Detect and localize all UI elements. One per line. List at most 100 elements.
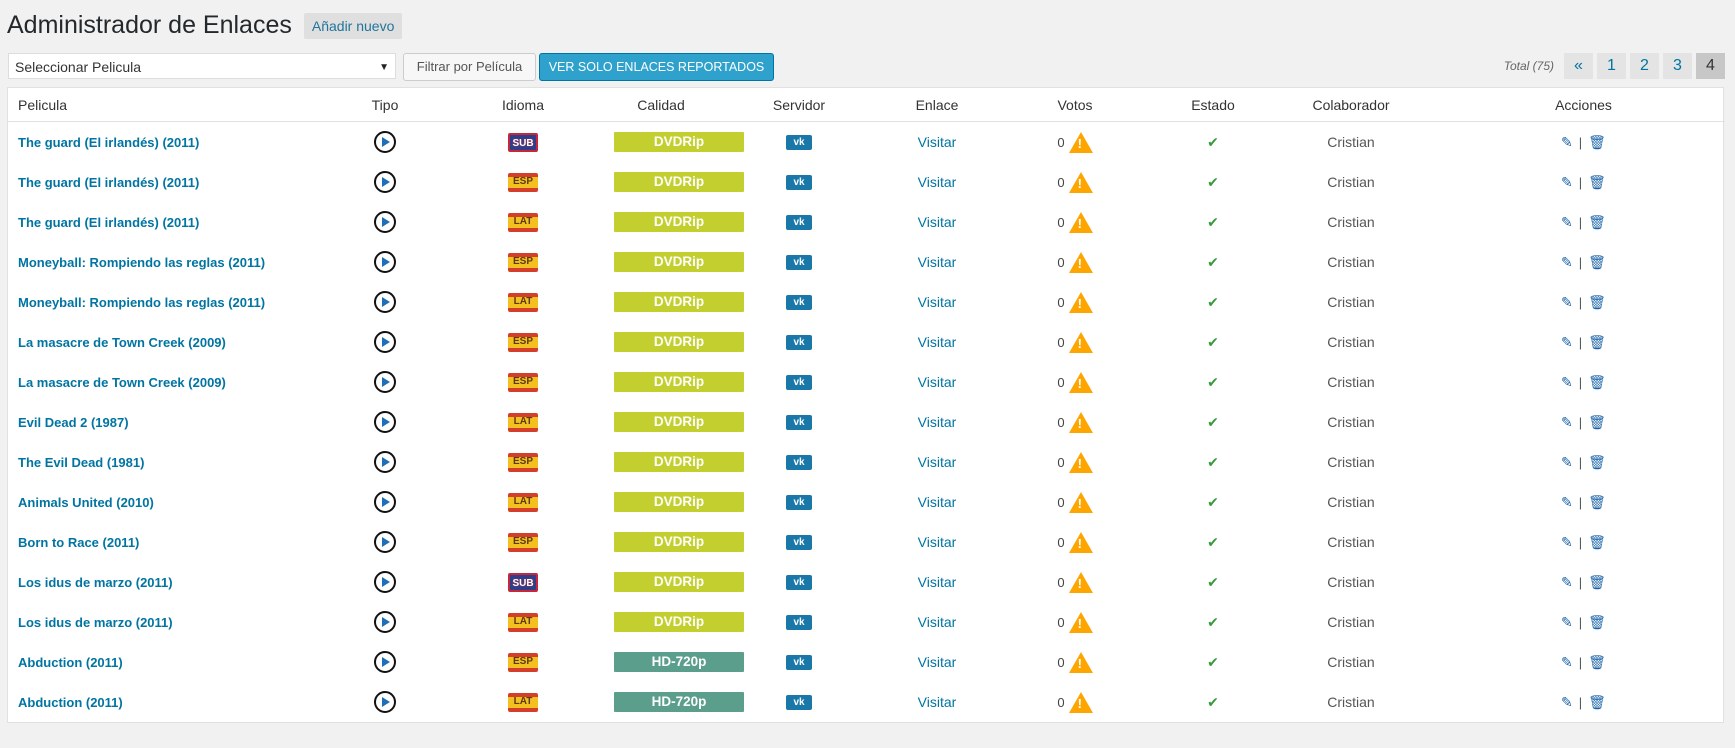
visit-link[interactable]: Visitar [917, 574, 957, 590]
pencil-icon[interactable]: ✎ [1561, 413, 1573, 430]
trash-icon[interactable]: 🗑 [1588, 413, 1606, 430]
cell-acciones: ✎ | 🗑 [1442, 162, 1725, 202]
movie-link[interactable]: Animals United (2010) [18, 494, 154, 510]
cell-servidor: vk [708, 322, 890, 362]
movie-link[interactable]: Evil Dead 2 (1987) [18, 414, 129, 430]
visit-link[interactable]: Visitar [917, 214, 957, 230]
filter-button[interactable]: Filtrar por Película [403, 53, 536, 81]
pencil-icon[interactable]: ✎ [1561, 653, 1573, 670]
visit-link[interactable]: Visitar [917, 374, 957, 390]
cell-colaborador: Cristian [1260, 162, 1442, 202]
movie-link[interactable]: The Evil Dead (1981) [18, 454, 145, 470]
pencil-icon[interactable]: ✎ [1561, 253, 1573, 270]
visit-link[interactable]: Visitar [917, 534, 957, 550]
trash-icon[interactable]: 🗑 [1588, 573, 1606, 590]
trash-icon[interactable]: 🗑 [1588, 333, 1606, 350]
visit-link[interactable]: Visitar [917, 694, 957, 710]
pencil-icon[interactable]: ✎ [1561, 493, 1573, 510]
cell-colaborador: Cristian [1260, 442, 1442, 482]
pencil-icon[interactable]: ✎ [1561, 613, 1573, 630]
warning-icon[interactable] [1068, 291, 1093, 313]
visit-link[interactable]: Visitar [917, 134, 957, 150]
pencil-icon[interactable]: ✎ [1561, 693, 1573, 710]
visit-link[interactable]: Visitar [917, 454, 957, 470]
movie-link[interactable]: The guard (El irlandés) (2011) [18, 174, 200, 190]
add-new-button[interactable]: Añadir nuevo [303, 13, 403, 39]
trash-icon[interactable]: 🗑 [1588, 533, 1606, 550]
warning-icon[interactable] [1068, 691, 1093, 713]
warning-icon[interactable] [1068, 171, 1093, 193]
warning-icon[interactable] [1068, 411, 1093, 433]
trash-icon[interactable]: 🗑 [1588, 133, 1606, 150]
movie-link[interactable]: Abduction (2011) [18, 654, 123, 670]
pencil-icon[interactable]: ✎ [1561, 573, 1573, 590]
page-prev-button[interactable]: « [1564, 53, 1593, 79]
col-header-tipo: Tipo [338, 88, 432, 122]
language-flag-icon: LAT [508, 412, 538, 432]
language-flag-icon: LAT [508, 212, 538, 232]
trash-icon[interactable]: 🗑 [1588, 613, 1606, 630]
movie-link[interactable]: Los idus de marzo (2011) [18, 614, 173, 630]
pencil-icon[interactable]: ✎ [1561, 373, 1573, 390]
warning-icon[interactable] [1068, 211, 1093, 233]
warning-icon[interactable] [1068, 651, 1093, 673]
trash-icon[interactable]: 🗑 [1588, 493, 1606, 510]
pencil-icon[interactable]: ✎ [1561, 453, 1573, 470]
warning-icon[interactable] [1068, 251, 1093, 273]
pencil-icon[interactable]: ✎ [1561, 213, 1573, 230]
cell-calidad: DVDRip [614, 122, 744, 163]
visit-link[interactable]: Visitar [917, 294, 957, 310]
movie-link[interactable]: Moneyball: Rompiendo las reglas (2011) [18, 294, 266, 310]
visit-link[interactable]: Visitar [917, 334, 957, 350]
language-flag-icon: ESP [508, 372, 538, 392]
movie-select[interactable]: Seleccionar Pelicula ▼ [8, 53, 396, 79]
page-3-button[interactable]: 3 [1663, 53, 1692, 79]
vk-server-icon: vk [786, 215, 812, 231]
cell-idioma: SUB [432, 122, 614, 163]
trash-icon[interactable]: 🗑 [1588, 253, 1606, 270]
trash-icon[interactable]: 🗑 [1588, 213, 1606, 230]
movie-link[interactable]: La masacre de Town Creek (2009) [18, 334, 226, 350]
trash-icon[interactable]: 🗑 [1588, 653, 1606, 670]
cell-votos: 0 [984, 162, 1166, 202]
page-1-button[interactable]: 1 [1597, 53, 1626, 79]
warning-icon[interactable] [1068, 531, 1093, 553]
movie-link[interactable]: Abduction (2011) [18, 694, 123, 710]
movie-link[interactable]: Born to Race (2011) [18, 534, 140, 550]
trash-icon[interactable]: 🗑 [1588, 693, 1606, 710]
pencil-icon[interactable]: ✎ [1561, 293, 1573, 310]
trash-icon[interactable]: 🗑 [1588, 173, 1606, 190]
trash-icon[interactable]: 🗑 [1588, 293, 1606, 310]
warning-icon[interactable] [1068, 571, 1093, 593]
visit-link[interactable]: Visitar [917, 494, 957, 510]
trash-icon[interactable]: 🗑 [1588, 453, 1606, 470]
visit-link[interactable]: Visitar [917, 614, 957, 630]
warning-icon[interactable] [1068, 131, 1093, 153]
pencil-icon[interactable]: ✎ [1561, 333, 1573, 350]
warning-icon[interactable] [1068, 611, 1093, 633]
play-circle-icon [374, 611, 396, 633]
pencil-icon[interactable]: ✎ [1561, 173, 1573, 190]
pencil-icon[interactable]: ✎ [1561, 133, 1573, 150]
pencil-icon[interactable]: ✎ [1561, 533, 1573, 550]
movie-link[interactable]: The guard (El irlandés) (2011) [18, 134, 200, 150]
movie-link[interactable]: Los idus de marzo (2011) [18, 574, 173, 590]
reported-links-button[interactable]: VER SOLO ENLACES REPORTADOS [539, 53, 774, 81]
col-header-pelicula[interactable]: Pelicula [8, 88, 338, 122]
visit-link[interactable]: Visitar [917, 654, 957, 670]
trash-icon[interactable]: 🗑 [1588, 373, 1606, 390]
visit-link[interactable]: Visitar [917, 174, 957, 190]
visit-link[interactable]: Visitar [917, 414, 957, 430]
cell-estado: ✔ [1166, 602, 1260, 642]
warning-icon[interactable] [1068, 491, 1093, 513]
warning-icon[interactable] [1068, 451, 1093, 473]
warning-icon[interactable] [1068, 331, 1093, 353]
page-2-button[interactable]: 2 [1630, 53, 1659, 79]
total-count: Total (75) [1503, 59, 1554, 73]
visit-link[interactable]: Visitar [917, 254, 957, 270]
movie-link[interactable]: The guard (El irlandés) (2011) [18, 214, 200, 230]
movie-link[interactable]: La masacre de Town Creek (2009) [18, 374, 226, 390]
movie-link[interactable]: Moneyball: Rompiendo las reglas (2011) [18, 254, 266, 270]
col-header-estado: Estado [1166, 88, 1260, 122]
warning-icon[interactable] [1068, 371, 1093, 393]
